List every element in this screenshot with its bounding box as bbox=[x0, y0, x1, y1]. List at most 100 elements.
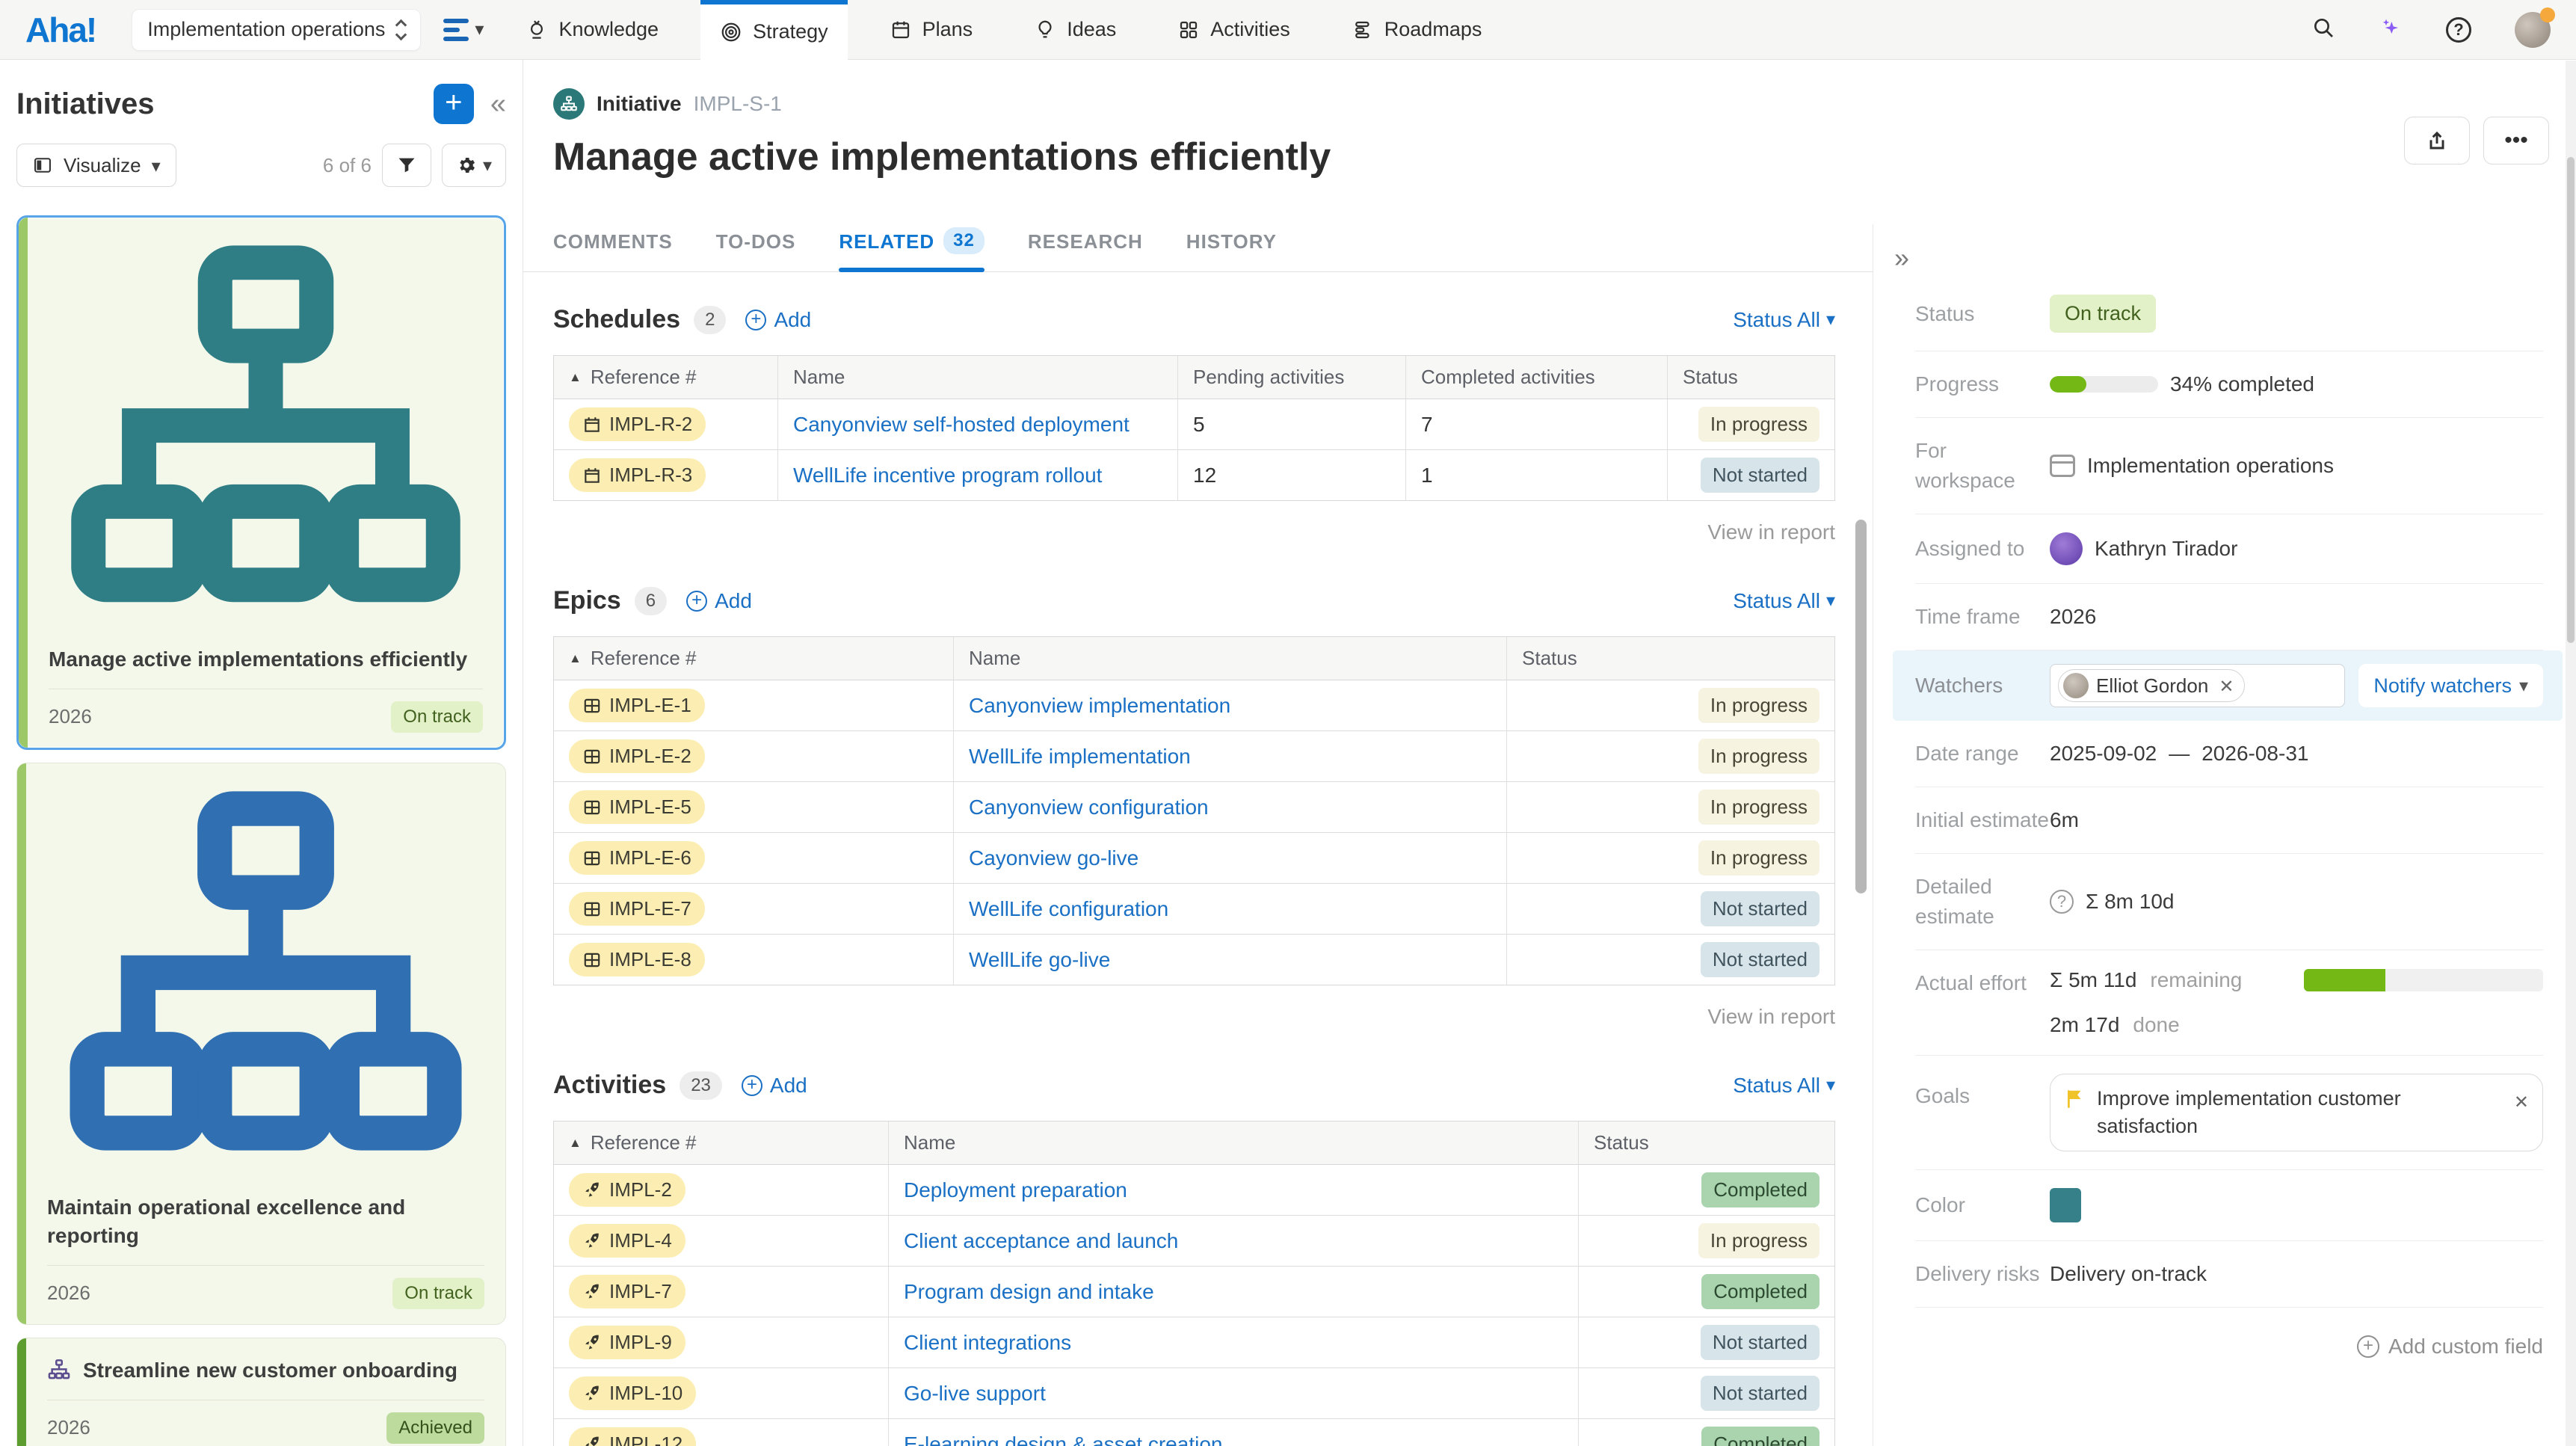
record-link[interactable]: Canyonview implementation bbox=[969, 693, 1231, 717]
help-circle-icon[interactable] bbox=[2050, 890, 2074, 914]
reference-pill[interactable]: IMPL-E-5 bbox=[569, 790, 705, 824]
user-avatar[interactable] bbox=[2515, 7, 2555, 48]
view-in-report-link[interactable]: View in report bbox=[1707, 520, 1835, 544]
share-button[interactable] bbox=[2404, 117, 2470, 164]
status-badge[interactable]: In progress bbox=[1698, 790, 1819, 825]
reference-pill[interactable]: IMPL-E-1 bbox=[569, 689, 705, 722]
reference-pill[interactable]: IMPL-4 bbox=[569, 1224, 685, 1258]
reference-pill[interactable]: IMPL-7 bbox=[569, 1275, 685, 1308]
workspace-value[interactable]: Implementation operations bbox=[2087, 454, 2334, 477]
initiative-card[interactable]: Maintain operational excellence and repo… bbox=[16, 762, 506, 1325]
help-button[interactable] bbox=[2446, 16, 2471, 43]
status-badge[interactable]: In progress bbox=[1698, 739, 1819, 774]
initial-estimate-value[interactable]: 6m bbox=[2050, 808, 2079, 831]
detailed-estimate-value[interactable]: Σ 8m 10d bbox=[2086, 890, 2175, 913]
status-badge[interactable]: Not started bbox=[1700, 891, 1819, 926]
reference-pill[interactable]: IMPL-E-2 bbox=[569, 739, 705, 773]
status-badge[interactable]: In progress bbox=[1698, 840, 1819, 876]
reference-pill[interactable]: IMPL-E-7 bbox=[569, 892, 705, 926]
record-link[interactable]: Client integrations bbox=[904, 1330, 1072, 1354]
reference-pill[interactable]: IMPL-R-3 bbox=[569, 458, 706, 492]
status-badge[interactable]: Not started bbox=[1700, 1325, 1819, 1360]
column-header[interactable]: Pending activities bbox=[1178, 356, 1406, 399]
watcher-chip[interactable]: Elliot Gordon bbox=[2058, 669, 2246, 702]
nav-item-ideas[interactable]: Ideas bbox=[1014, 0, 1136, 60]
column-header[interactable]: Name bbox=[889, 1122, 1579, 1164]
status-badge[interactable]: In progress bbox=[1698, 688, 1819, 723]
nav-item-knowledge[interactable]: Knowledge bbox=[506, 0, 678, 60]
record-link[interactable]: Canyonview self-hosted deployment bbox=[793, 412, 1130, 436]
column-header[interactable]: Status bbox=[1522, 647, 1577, 669]
status-badge[interactable]: Not started bbox=[1700, 942, 1819, 977]
settings-button[interactable] bbox=[441, 144, 506, 187]
tab-comments[interactable]: COMMENTS bbox=[553, 230, 673, 253]
goal-chip[interactable]: Improve implementation customer satisfac… bbox=[2050, 1074, 2543, 1151]
assignee-name[interactable]: Kathryn Tirador bbox=[2095, 537, 2238, 560]
reference-pill[interactable]: IMPL-9 bbox=[569, 1326, 685, 1359]
activities-status-filter[interactable]: Status All bbox=[1733, 1074, 1835, 1098]
column-header[interactable]: Reference # bbox=[554, 637, 954, 680]
visualize-button[interactable]: Visualize bbox=[16, 144, 176, 187]
notify-watchers-button[interactable]: Notify watchers bbox=[2358, 664, 2543, 707]
reference-pill[interactable]: IMPL-R-2 bbox=[569, 407, 706, 441]
record-link[interactable]: WellLife go-live bbox=[969, 947, 1111, 971]
search-button[interactable] bbox=[2311, 16, 2335, 43]
remove-goal-icon[interactable] bbox=[2511, 1089, 2529, 1113]
date-start[interactable]: 2025-09-02 bbox=[2050, 742, 2157, 765]
nav-item-roadmaps[interactable]: Roadmaps bbox=[1332, 0, 1502, 60]
add-schedule-button[interactable]: Add bbox=[745, 308, 811, 332]
column-header[interactable]: Reference # bbox=[554, 356, 778, 399]
record-link[interactable]: WellLife configuration bbox=[969, 896, 1169, 920]
collapse-panel-icon[interactable] bbox=[1873, 224, 2576, 274]
remaining-value[interactable]: Σ 5m 11d bbox=[2050, 968, 2137, 991]
content-scrollbar[interactable] bbox=[1855, 520, 1867, 893]
timeframe-value[interactable]: 2026 bbox=[2050, 605, 2097, 628]
reference-pill[interactable]: IMPL-E-8 bbox=[569, 943, 705, 976]
add-epic-button[interactable]: Add bbox=[686, 589, 752, 613]
done-value[interactable]: 2m 17d bbox=[2050, 1013, 2120, 1036]
reference-pill[interactable]: IMPL-E-6 bbox=[569, 841, 705, 875]
more-actions-button[interactable]: ••• bbox=[2483, 117, 2549, 164]
add-custom-field-button[interactable]: Add custom field bbox=[1915, 1308, 2543, 1359]
reference-pill[interactable]: IMPL-10 bbox=[569, 1376, 697, 1410]
status-badge[interactable]: Completed bbox=[1701, 1274, 1819, 1309]
initiative-card[interactable]: Streamline new customer onboarding 2026 … bbox=[16, 1337, 506, 1446]
reference-pill[interactable]: IMPL-12 bbox=[569, 1427, 697, 1446]
nav-item-strategy[interactable]: Strategy bbox=[700, 0, 848, 60]
status-badge[interactable]: Not started bbox=[1700, 458, 1819, 493]
add-activity-button[interactable]: Add bbox=[741, 1074, 807, 1098]
record-link[interactable]: Canyonview configuration bbox=[969, 795, 1209, 819]
tab-history[interactable]: HISTORY bbox=[1186, 230, 1277, 253]
view-in-report-link[interactable]: View in report bbox=[1707, 1005, 1835, 1028]
record-link[interactable]: E-learning design & asset creation bbox=[904, 1432, 1223, 1446]
workspace-selector[interactable]: Implementation operations bbox=[132, 8, 422, 51]
record-link[interactable]: Deployment preparation bbox=[904, 1178, 1127, 1202]
aha-logo[interactable]: Aha! bbox=[25, 10, 97, 49]
epics-status-filter[interactable]: Status All bbox=[1733, 589, 1835, 613]
record-link[interactable]: Program design and intake bbox=[904, 1279, 1154, 1303]
page-scrollbar-thumb[interactable] bbox=[2567, 157, 2575, 643]
initiative-card[interactable]: Manage active implementations efficientl… bbox=[16, 215, 506, 750]
status-badge[interactable]: Completed bbox=[1701, 1427, 1819, 1446]
status-badge[interactable]: On track bbox=[2050, 295, 2157, 333]
record-link[interactable]: Cayonview go-live bbox=[969, 846, 1139, 870]
ai-assistant-button[interactable] bbox=[2379, 16, 2403, 43]
tab-todos[interactable]: TO-DOS bbox=[715, 230, 796, 253]
status-badge[interactable]: Completed bbox=[1701, 1172, 1819, 1207]
column-header[interactable]: Name bbox=[778, 356, 1178, 399]
column-header[interactable]: Name bbox=[954, 637, 1507, 680]
column-header[interactable]: Status bbox=[1594, 1131, 1649, 1154]
collapse-sidebar-icon[interactable] bbox=[490, 88, 506, 120]
filter-button[interactable] bbox=[381, 144, 431, 187]
color-swatch[interactable] bbox=[2050, 1188, 2081, 1222]
watchers-input[interactable]: Elliot Gordon bbox=[2050, 664, 2346, 707]
reference-pill[interactable]: IMPL-2 bbox=[569, 1173, 685, 1207]
record-link[interactable]: Go-live support bbox=[904, 1381, 1046, 1405]
nav-item-plans[interactable]: Plans bbox=[870, 0, 993, 60]
column-header[interactable]: Status bbox=[1683, 366, 1738, 388]
nav-menu-button[interactable] bbox=[443, 18, 484, 41]
remove-watcher-icon[interactable] bbox=[2216, 674, 2234, 698]
schedules-status-filter[interactable]: Status All bbox=[1733, 308, 1835, 332]
status-badge[interactable]: In progress bbox=[1698, 1223, 1819, 1258]
status-badge[interactable]: Not started bbox=[1700, 1376, 1819, 1411]
